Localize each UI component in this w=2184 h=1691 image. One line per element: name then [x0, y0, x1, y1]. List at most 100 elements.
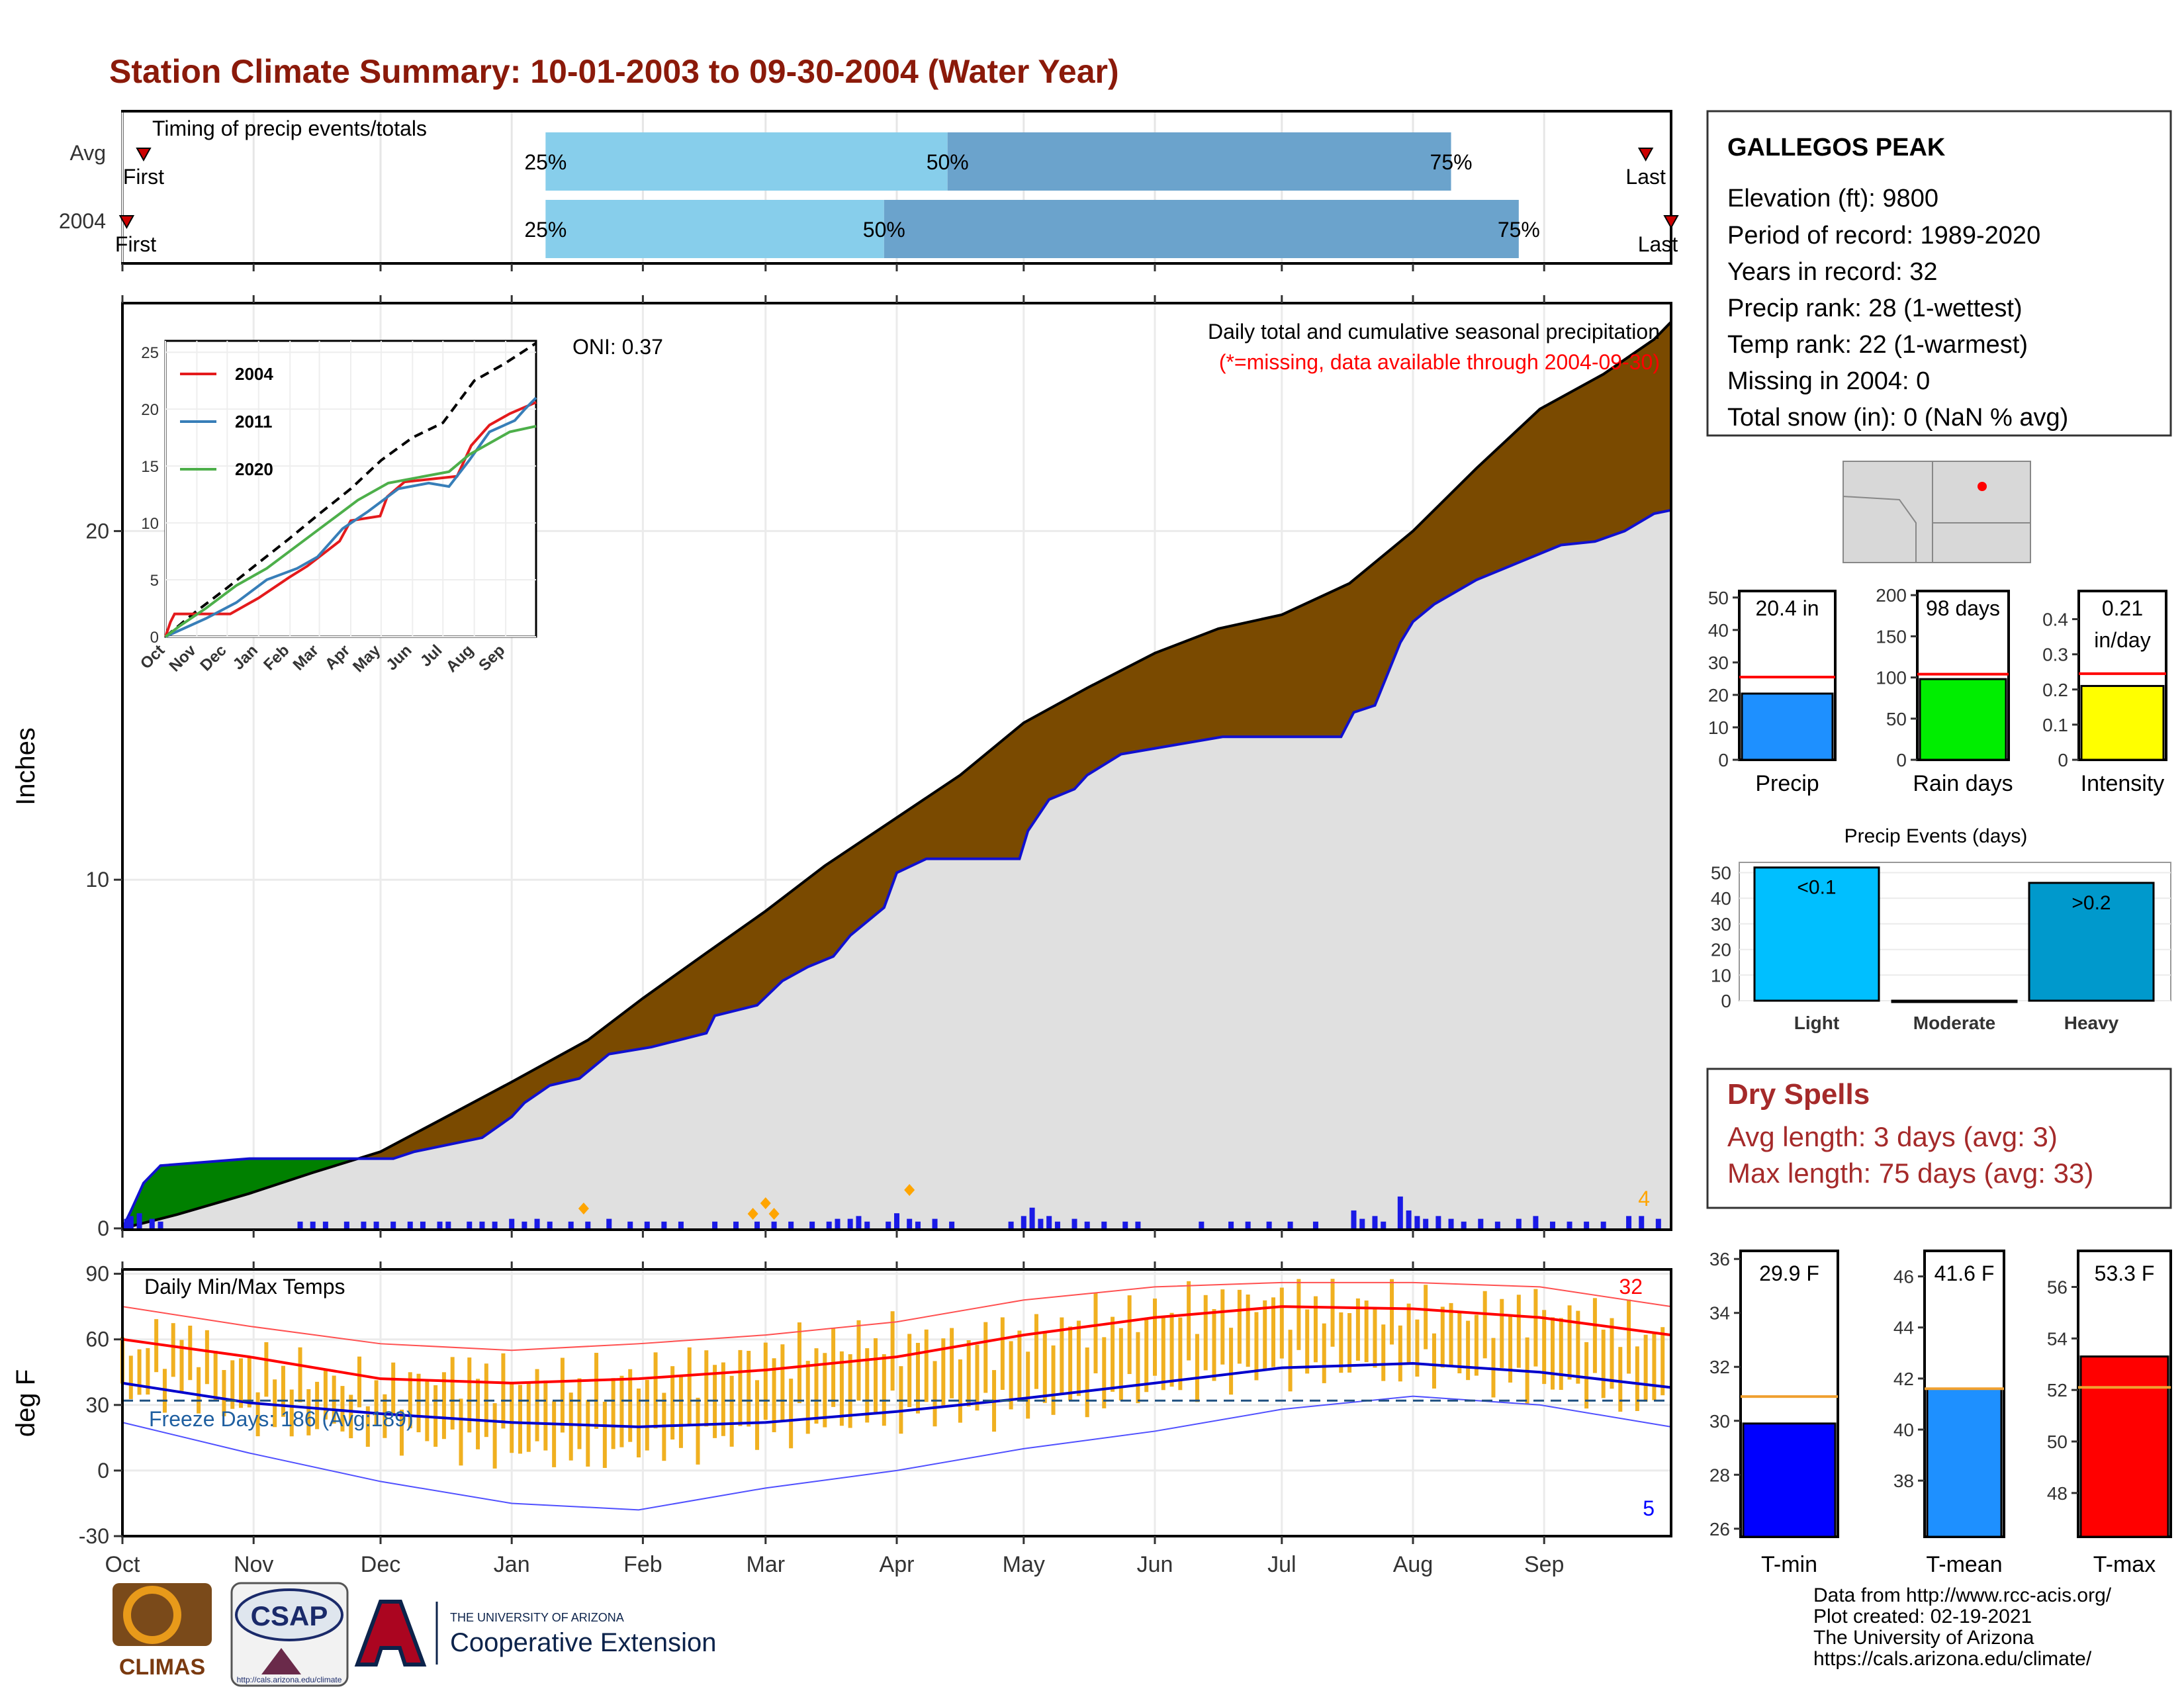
daily-temp-range-bar-196 [950, 1328, 954, 1398]
daily-temp-range-bar-288 [1339, 1312, 1343, 1373]
daily-temp-range-bar-166 [823, 1353, 827, 1428]
station-location-marker [1978, 482, 1987, 491]
daily-precip-bar-12 [407, 1221, 413, 1228]
daily-temp-range-bar-356 [1627, 1299, 1631, 1374]
daily-temp-range-bar-286 [1330, 1279, 1335, 1347]
daily-temp-range-bar-36 [273, 1379, 277, 1428]
daily-temp-range-bar-298 [1381, 1324, 1386, 1381]
daily-precip-bar-66 [1372, 1216, 1378, 1228]
daily-temp-range-bar-94 [518, 1385, 522, 1454]
hot-count-label: 32 [1619, 1275, 1643, 1299]
inset-series-average [164, 342, 537, 638]
daily-temp-range-bar-228 [1085, 1347, 1089, 1418]
daily-precip-bar-74 [1461, 1221, 1467, 1228]
daily-precip-bar-21 [534, 1218, 540, 1228]
daily-precip-bar-32 [754, 1221, 760, 1228]
timing-label-75-2004: 75% [1498, 218, 1540, 242]
summary-bar-value-label-0-0: 20.4 in [1755, 596, 1819, 620]
csap-url: http://cals.arizona.edu/climate [237, 1675, 342, 1684]
daily-temp-range-bar-254 [1195, 1334, 1199, 1402]
daily-precip-bar-43 [907, 1218, 913, 1228]
daily-temp-range-bar-62 [383, 1394, 387, 1438]
daily-temp-range-bar-260 [1220, 1289, 1225, 1365]
csap-logo-text: CSAP [251, 1600, 328, 1631]
first-event-marker-2004 [118, 215, 135, 230]
timing-bar-q2-2004 [545, 200, 884, 258]
missing-data-marker-4 [904, 1184, 915, 1196]
daily-temp-range-bar-328 [1508, 1315, 1513, 1383]
events-category-label-light: Light [1794, 1013, 1839, 1033]
daily-precip-bar-25 [606, 1218, 612, 1228]
daily-temp-range-bar-314 [1449, 1303, 1453, 1365]
daily-temp-range-bar-28 [239, 1358, 244, 1408]
daily-precip-bar-38 [847, 1218, 853, 1228]
precip-areas [121, 320, 1672, 1230]
temp-bar-ytick-label-2-50: 50 [2047, 1432, 2068, 1452]
daily-temp-range-bar-120 [628, 1369, 633, 1442]
missing-data-marker-1 [747, 1208, 758, 1220]
daily-temp-range-bar-270 [1263, 1300, 1267, 1371]
daily-precip-bar-14 [437, 1221, 443, 1228]
events-bar-label-heavy: >0.2 [2071, 892, 2111, 914]
daily-precip-bar-39 [856, 1216, 862, 1228]
daily-temp-range-bar-302 [1398, 1325, 1402, 1382]
daily-precip-bar-68 [1397, 1196, 1403, 1228]
daily-temp-range-bar-236 [1118, 1328, 1123, 1401]
summary-bar-ytick-label-1-200: 200 [1876, 585, 1907, 606]
temp-ytick-label--30: -30 [79, 1524, 109, 1548]
daily-temp-range-bar-232 [1102, 1337, 1107, 1408]
timing-label-25-Avg: 25% [524, 150, 567, 174]
daily-temp-range-bar-134 [687, 1347, 692, 1425]
daily-temp-range-bar-136 [696, 1397, 700, 1465]
daily-temp-range-bar-66 [399, 1409, 404, 1456]
month-label-Oct: Oct [105, 1552, 140, 1577]
daily-precip-bar-85 [1655, 1218, 1661, 1228]
daily-temp-range-bar-90 [501, 1353, 506, 1429]
daily-precip-bar-26 [627, 1221, 633, 1228]
daily-temp-range-bar-58 [365, 1406, 370, 1447]
summary-bar-chart-0: 0 10 20 30 40 50 20.4 in Precip [1708, 588, 1837, 796]
temp-ytick-label-90: 90 [85, 1262, 109, 1286]
temp-bar-ytick-label-2-48: 48 [2047, 1483, 2068, 1504]
daily-temp-range-bar-290 [1347, 1313, 1352, 1373]
timing-label-25-2004: 25% [524, 218, 567, 242]
month-label-Dec: Dec [361, 1552, 400, 1577]
summary-bar-ytick-label-0-30: 30 [1708, 653, 1729, 673]
timing-label-50-Avg: 50% [927, 150, 969, 174]
daily-precip-bar-84 [1639, 1216, 1645, 1228]
daily-temp-range-bar-268 [1254, 1312, 1259, 1381]
daily-temp-range-bar-40 [289, 1389, 294, 1437]
freeze-days-label: Freeze Days: 186 (Avg:189) [149, 1407, 414, 1431]
daily-temp-range-bar-16 [188, 1325, 193, 1381]
daily-precip-bar-4 [158, 1221, 163, 1228]
last-event-marker-2004 [1663, 215, 1679, 230]
daily-temp-range-bar-238 [1127, 1295, 1132, 1375]
events-ytick-label-50: 50 [1711, 862, 1731, 883]
daily-temp-range-bar-278 [1297, 1279, 1301, 1350]
ua-logo: THE UNIVERSITY OF ARIZONA Cooperative Ex… [354, 1600, 716, 1667]
temp-bar-value-bar-1 [1926, 1387, 2003, 1538]
precip-daily-bars [124, 1184, 1661, 1228]
daily-precip-bar-65 [1359, 1218, 1365, 1228]
daily-precip-bar-67 [1381, 1221, 1387, 1228]
summary-bar-value-label-1-0: 98 days [1926, 596, 2000, 620]
summary-bar-chart-1: 0 50 100 150 200 98 days Rain days [1876, 585, 2013, 796]
dry-spells-box: Dry Spells Avg length: 3 days (avg: 3) M… [1706, 1068, 2172, 1209]
daily-temp-range-bar-318 [1466, 1320, 1471, 1381]
daily-precip-bar-55 [1101, 1221, 1107, 1228]
daily-temp-range-bar-78 [450, 1357, 455, 1430]
daily-temp-range-bar-354 [1618, 1347, 1623, 1412]
events-ytick-label-10: 10 [1711, 965, 1731, 985]
daily-temp-range-bar-200 [966, 1340, 971, 1407]
daily-precip-bar-75 [1478, 1218, 1484, 1228]
daily-temp-range-bar-304 [1406, 1303, 1411, 1364]
dry-spells-max: Max length: 75 days (avg: 33) [1727, 1158, 2093, 1189]
daily-temp-range-bar-352 [1610, 1318, 1614, 1389]
station-elevation: Elevation (ft): 9800 [1727, 185, 1938, 212]
daily-temp-range-bar-248 [1169, 1312, 1174, 1387]
daily-temp-range-bar-44 [306, 1389, 311, 1436]
daily-precip-bar-19 [509, 1218, 515, 1228]
daily-precip-bar-64 [1351, 1210, 1357, 1228]
daily-precip-bar-51 [1046, 1216, 1052, 1228]
daily-temp-range-bar-348 [1592, 1298, 1597, 1373]
